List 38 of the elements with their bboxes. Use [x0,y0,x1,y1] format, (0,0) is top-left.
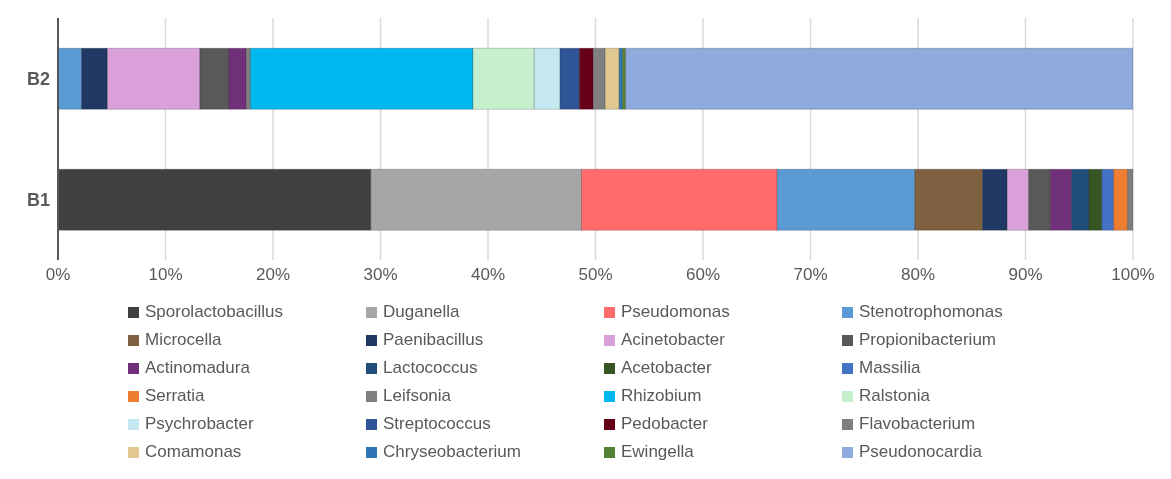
x-tick-label: 30% [363,265,398,285]
legend-label: Chryseobacterium [383,442,521,462]
x-tick-label: 10% [148,265,183,285]
legend-label: Sporolactobacillus [145,302,283,322]
legend-label: Comamonas [145,442,242,462]
y-tick-label: B1 [26,189,50,210]
legend-label: Streptococcus [383,414,491,434]
legend-label: Flavobacterium [859,414,976,434]
bar [625,47,1133,110]
y-tick-label: B2 [26,68,50,89]
legend-label: Massilia [859,358,921,378]
x-tick-label: 80% [900,265,936,285]
legend-label: Rhizobium [621,386,702,406]
legend-label: Serratia [145,386,205,406]
legend-label: Stenotrophomonas [859,302,1003,322]
legend-label: Duganella [383,302,460,322]
x-tick-label: 70% [793,265,828,285]
legend-label: Pedobacter [621,414,708,434]
legend-label: Ewingella [621,442,694,462]
x-tick-label: 40% [470,265,506,285]
legend-label: Pseudomonas [621,302,730,322]
legend-label: Leifsonia [383,386,452,406]
x-tick-label: 100% [1111,265,1155,285]
legend-label: Acinetobacter [621,330,725,350]
x-tick-label: 0% [45,265,71,285]
legend-label: Pseudonocardia [859,442,982,462]
legend-label: Acetobacter [621,358,712,378]
legend-label: Ralstonia [859,386,930,406]
x-tick-label: 60% [685,265,721,285]
legend-label: Lactococcus [383,358,478,378]
legend-label: Psychrobacter [145,414,254,434]
x-tick-label: 90% [1008,265,1043,285]
x-tick-label: 20% [255,265,291,285]
legend-label: Paenibacillus [383,330,484,350]
legend-label: Actinomadura [145,358,250,378]
legend-label: Microcella [145,330,222,350]
legend-label: Propionibacterium [859,330,997,350]
x-tick-label: 50% [578,265,613,285]
